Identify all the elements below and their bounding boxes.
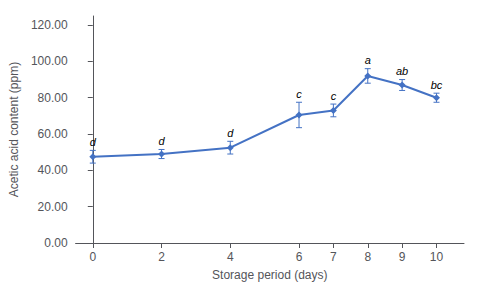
svg-text:9: 9: [399, 250, 406, 264]
svg-text:a: a: [365, 54, 371, 66]
svg-text:2: 2: [158, 250, 165, 264]
svg-text:bc: bc: [431, 79, 443, 91]
svg-text:120.00: 120.00: [31, 18, 68, 32]
svg-text:d: d: [227, 127, 234, 139]
svg-text:80.00: 80.00: [38, 91, 68, 105]
svg-text:20.00: 20.00: [38, 200, 68, 214]
svg-text:60.00: 60.00: [38, 127, 68, 141]
svg-text:100.00: 100.00: [31, 54, 68, 68]
svg-text:4: 4: [227, 250, 234, 264]
svg-text:0: 0: [89, 250, 96, 264]
svg-text:40.00: 40.00: [38, 163, 68, 177]
svg-text:0.00: 0.00: [44, 236, 68, 250]
svg-text:ab: ab: [396, 65, 408, 77]
svg-text:d: d: [158, 135, 165, 147]
svg-text:c: c: [331, 90, 337, 102]
svg-text:Acetic acid content (ppm): Acetic acid content (ppm): [7, 62, 21, 197]
svg-text:8: 8: [364, 250, 371, 264]
svg-text:Storage period (days): Storage period (days): [212, 268, 327, 282]
svg-text:d: d: [90, 136, 97, 148]
svg-text:7: 7: [330, 250, 337, 264]
svg-text:10: 10: [430, 250, 444, 264]
svg-text:c: c: [296, 88, 302, 100]
svg-text:6: 6: [296, 250, 303, 264]
